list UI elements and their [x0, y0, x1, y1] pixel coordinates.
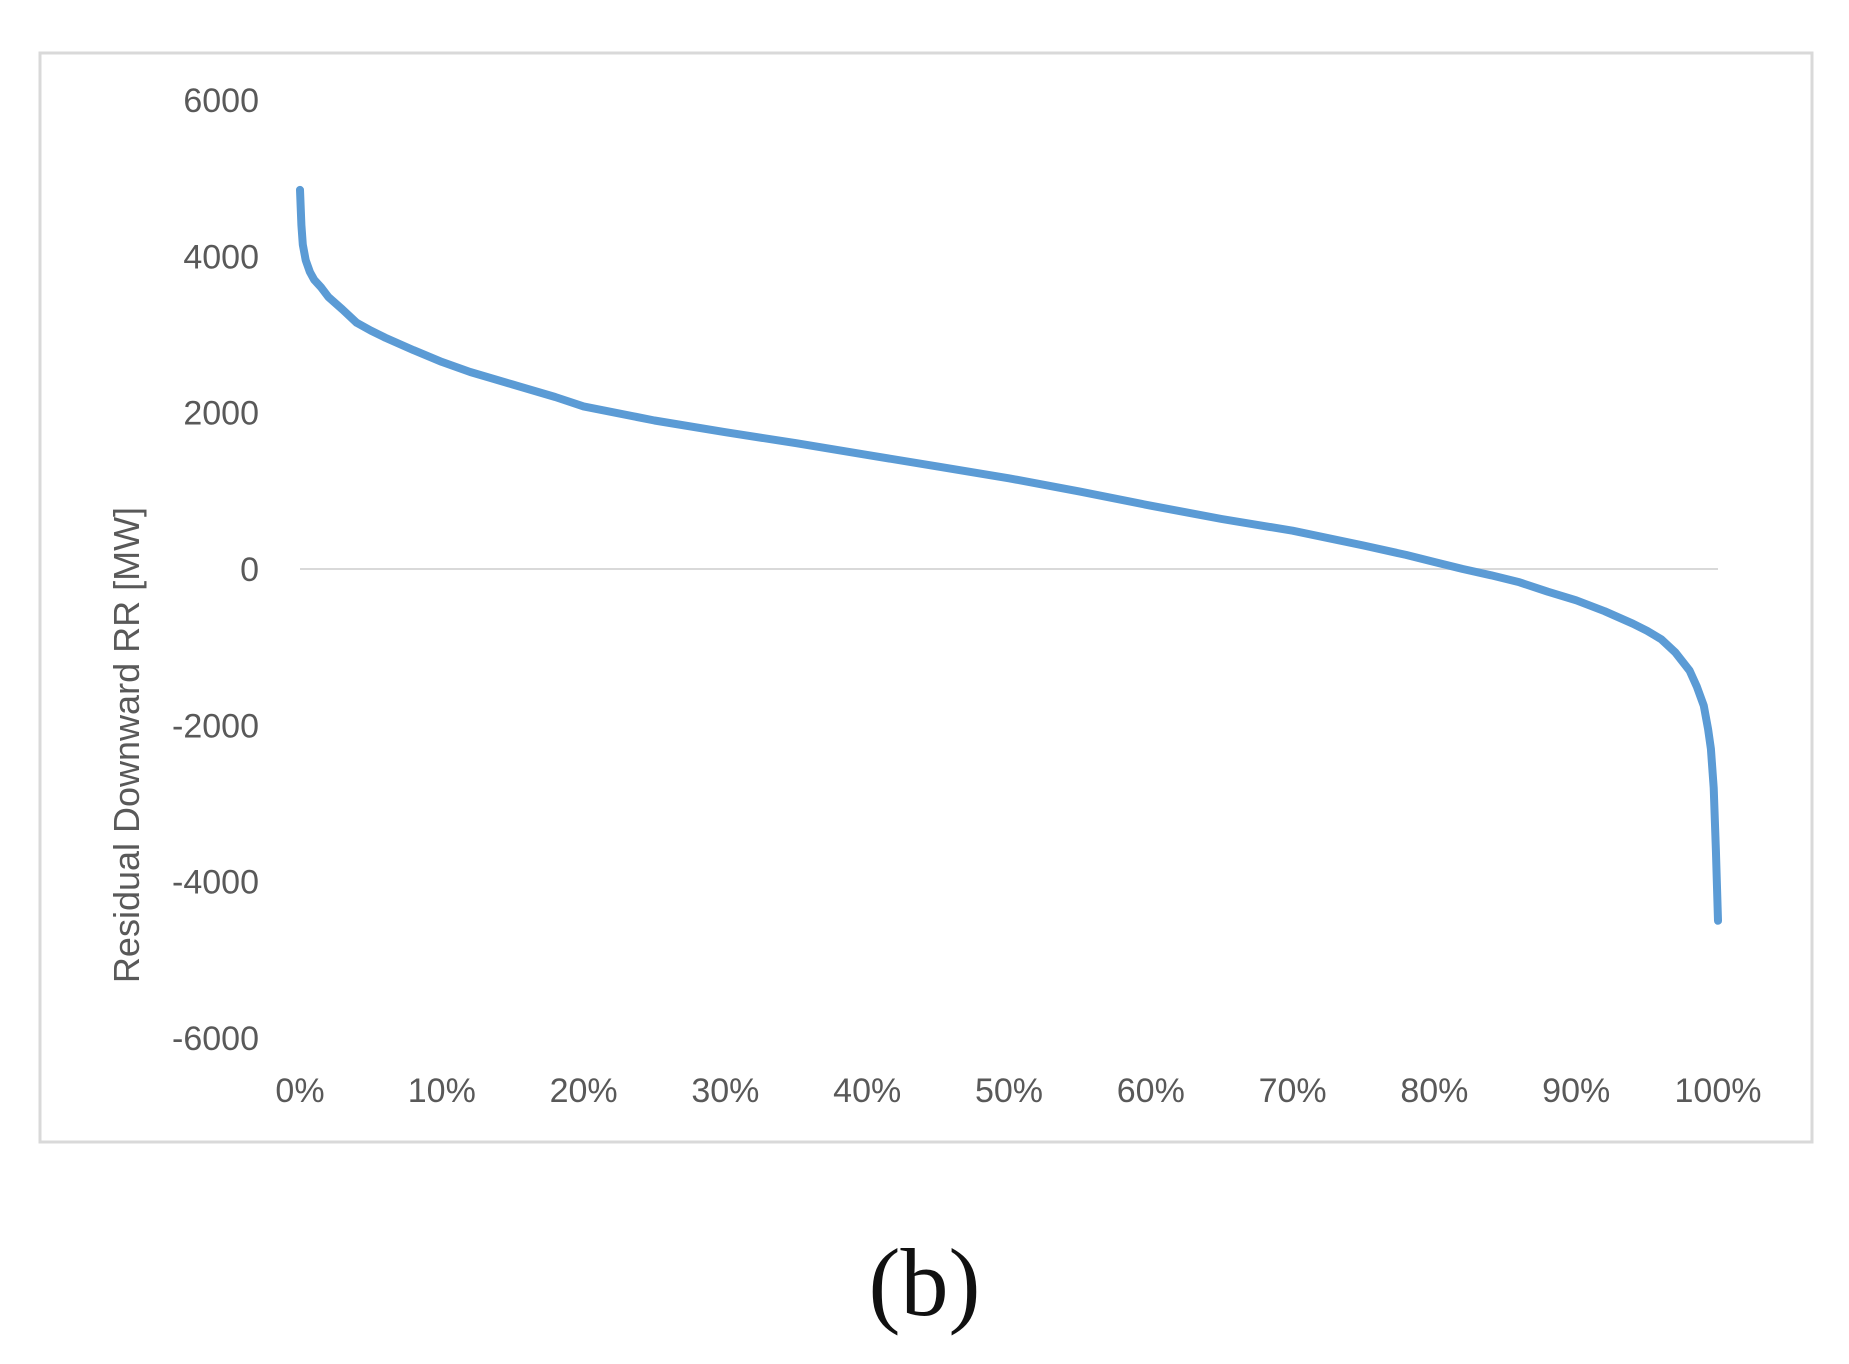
- x-tick-label: 50%: [975, 1072, 1043, 1110]
- y-tick-label: -4000: [172, 864, 259, 902]
- x-tick-label: 70%: [1259, 1072, 1327, 1110]
- y-tick-label: -2000: [172, 707, 259, 745]
- y-tick-label: 0: [240, 551, 259, 589]
- x-tick-label: 30%: [691, 1072, 759, 1110]
- x-axis-ticks: 0% 10% 20% 30% 40% 50% 60% 70% 80% 90% 100%: [275, 1072, 1761, 1110]
- y-tick-label: -6000: [172, 1020, 259, 1058]
- y-tick-label: 6000: [183, 82, 259, 120]
- x-tick-label: 80%: [1400, 1072, 1468, 1110]
- x-tick-label: 40%: [833, 1072, 901, 1110]
- chart-frame: [38, 51, 1814, 1144]
- x-tick-label: 0%: [275, 1072, 324, 1110]
- series-line-residual-downward-rr: [296, 185, 1722, 925]
- x-tick-label: 20%: [550, 1072, 618, 1110]
- x-tick-label: 90%: [1542, 1072, 1610, 1110]
- figure-caption: (b): [868, 1229, 981, 1336]
- y-tick-label: 2000: [183, 395, 259, 433]
- y-axis-title: Residual Downward RR [MW]: [106, 507, 147, 983]
- y-tick-label: 4000: [183, 238, 259, 276]
- x-tick-label: 60%: [1117, 1072, 1185, 1110]
- x-tick-label: 10%: [408, 1072, 476, 1110]
- x-tick-label: 100%: [1675, 1072, 1762, 1110]
- y-axis-ticks: 6000 4000 2000 0 -2000 -4000 -6000: [172, 82, 259, 1058]
